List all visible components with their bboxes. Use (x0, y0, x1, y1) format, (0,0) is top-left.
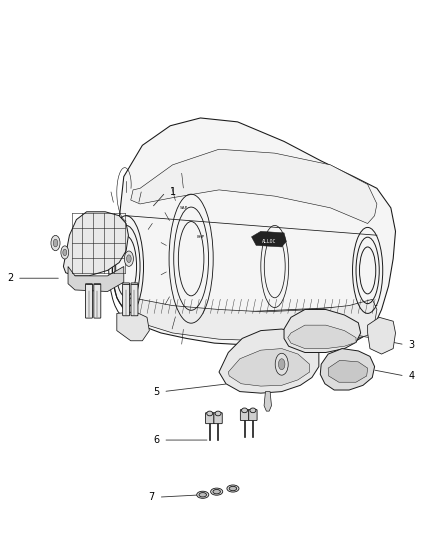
FancyBboxPatch shape (214, 413, 222, 424)
Polygon shape (131, 149, 377, 223)
Ellipse shape (250, 408, 256, 413)
FancyBboxPatch shape (94, 284, 101, 318)
Circle shape (279, 359, 285, 370)
FancyBboxPatch shape (240, 409, 249, 421)
Polygon shape (288, 325, 356, 349)
Polygon shape (112, 118, 396, 349)
Polygon shape (126, 298, 377, 342)
Circle shape (127, 255, 131, 263)
FancyBboxPatch shape (131, 283, 138, 316)
Ellipse shape (199, 492, 206, 497)
Circle shape (51, 236, 60, 251)
Polygon shape (367, 317, 396, 354)
Polygon shape (284, 310, 360, 352)
Polygon shape (228, 349, 310, 386)
Ellipse shape (215, 411, 221, 416)
Text: 4: 4 (409, 371, 415, 381)
Text: 8HP: 8HP (196, 235, 205, 239)
FancyBboxPatch shape (85, 284, 92, 318)
Circle shape (124, 251, 134, 266)
Text: 3: 3 (409, 340, 415, 350)
Text: 7: 7 (148, 492, 155, 502)
Circle shape (63, 249, 67, 256)
FancyBboxPatch shape (249, 409, 257, 421)
Circle shape (53, 239, 58, 247)
Ellipse shape (197, 491, 209, 498)
Text: SAP: SAP (180, 206, 188, 210)
Ellipse shape (229, 486, 237, 491)
Text: 2: 2 (7, 273, 13, 283)
Ellipse shape (242, 408, 247, 413)
Polygon shape (64, 212, 128, 276)
Text: 6: 6 (153, 435, 159, 445)
Text: 5: 5 (153, 386, 159, 397)
Polygon shape (328, 360, 367, 382)
Text: 1: 1 (170, 187, 176, 197)
FancyBboxPatch shape (205, 413, 214, 424)
Polygon shape (320, 349, 374, 390)
Polygon shape (68, 266, 124, 292)
Text: ALLOC: ALLOC (262, 239, 276, 244)
Polygon shape (251, 231, 286, 247)
FancyBboxPatch shape (123, 283, 130, 316)
Ellipse shape (227, 485, 239, 492)
Circle shape (275, 353, 288, 375)
Polygon shape (264, 392, 272, 411)
Ellipse shape (207, 411, 213, 416)
Polygon shape (117, 312, 149, 341)
Circle shape (61, 246, 69, 259)
Polygon shape (219, 329, 319, 393)
Ellipse shape (213, 489, 220, 494)
Ellipse shape (211, 488, 223, 495)
